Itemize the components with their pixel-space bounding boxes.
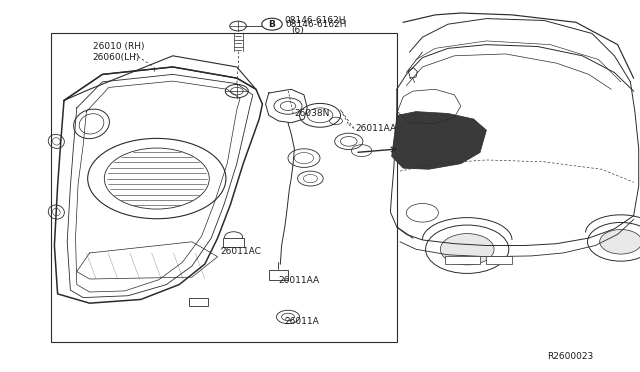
Bar [223,238,244,247]
Bar [486,256,512,264]
Text: R2600023: R2600023 [547,352,593,361]
Text: 26011AA: 26011AA [278,276,319,285]
Text: 26011A: 26011A [285,317,319,326]
Circle shape [600,230,640,254]
Bar [189,298,208,306]
Text: 26010 (RH): 26010 (RH) [93,42,144,51]
Text: 08146-6162H: 08146-6162H [285,20,347,29]
Bar [445,256,480,264]
Text: 26011AC: 26011AC [221,247,262,256]
Bar [269,270,288,280]
Text: 26038N: 26038N [294,109,330,118]
Text: 26011AA: 26011AA [355,124,396,133]
Text: 08146-6162H: 08146-6162H [285,16,346,25]
Text: 26060(LH): 26060(LH) [93,53,140,62]
Text: B: B [269,20,275,29]
Circle shape [440,234,494,265]
Polygon shape [392,112,486,169]
Bar [51,33,397,342]
Text: (6): (6) [291,26,304,35]
